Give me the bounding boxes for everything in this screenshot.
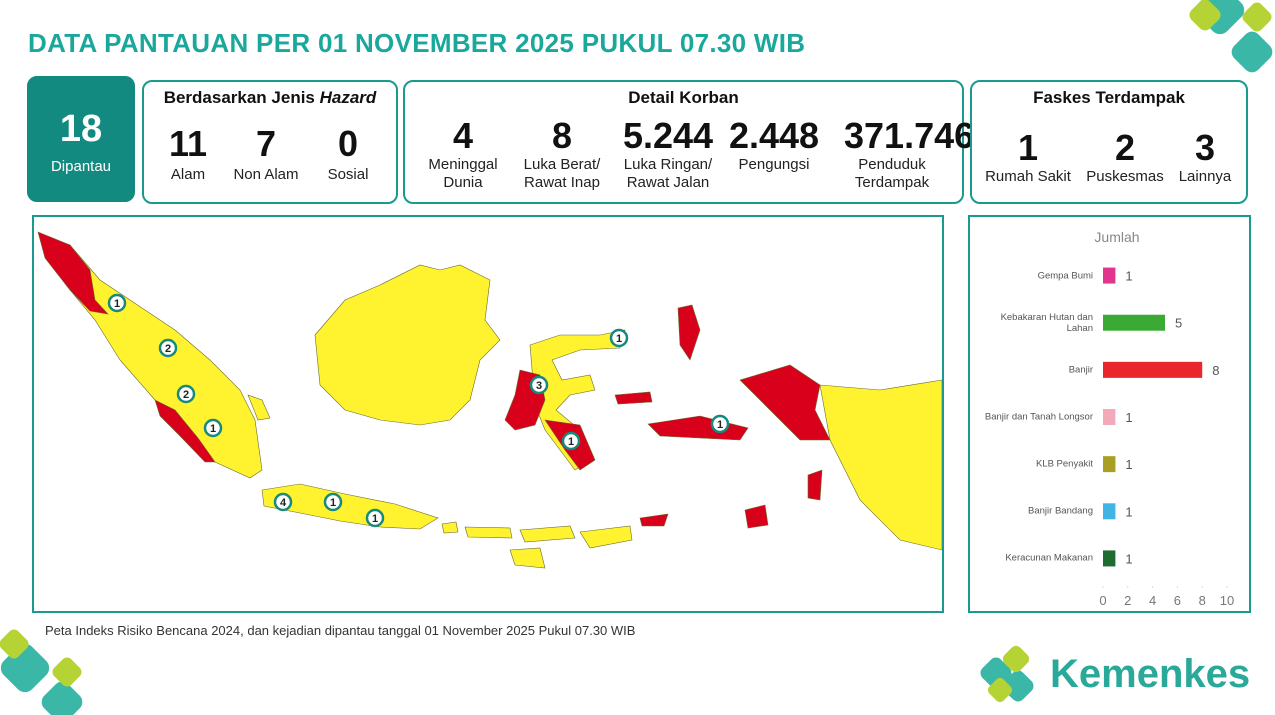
stat-value: 8 [551,115,573,156]
stat-value: 1 [1017,127,1039,168]
hazard-title-emphasis: Hazard [319,88,377,107]
marker [365,508,385,528]
stat-value: 2.448 [728,115,820,156]
island-high-risk [639,513,669,527]
stat-value: 2 [1114,127,1136,168]
stat-value: 0 [337,123,359,164]
island-high-risk [614,391,653,405]
marker [323,492,343,512]
stat-label: Pengungsi [738,156,810,173]
marker-label: 2 [165,343,171,355]
stat-value: 4 [452,115,474,156]
island-high-risk [37,231,109,315]
marker [273,492,293,512]
island [579,525,633,549]
stat-label: Non Alam [233,166,299,183]
island [464,526,513,539]
marker [561,431,581,451]
y-tick-label: Kebakaran Hutan dan Lahan [1000,311,1093,334]
island-high-risk [647,415,749,441]
stat-value: 371.746 [844,115,975,156]
logo-text: Kemenkes [1050,652,1251,696]
island [441,521,459,534]
stat-item: 11 Alam [148,124,228,184]
stat-label: Luka Berat/ Rawat Inap [523,156,601,191]
facilities-card: Faskes Terdampak 1 Rumah Sakit 2 Puskesmas 3… [970,80,1248,204]
casualties-title: Detail Korban [628,88,739,107]
stat-item: 7 Non Alam [226,124,306,184]
stat-value: 3 [1194,127,1216,168]
stat-value: 7 [255,123,277,164]
marker-label: 1 [616,333,622,345]
marker-label: 1 [210,423,216,435]
stat-label: Alam [170,166,206,183]
marker-label: 2 [183,389,189,401]
casualties-card: Detail Korban 4 Meninggal Dunia 8 Luka Bera… [403,80,975,204]
stat-label: Puskesmas [1086,168,1164,185]
marker [710,414,730,434]
map: 1 2 2 1 4 1 1 3 1 1 1 [37,231,942,569]
stat-item: 5.244 Luka Ringan/ Rawat Jalan [620,116,716,192]
stat-item: 8 Luka Berat/ Rawat Inap [514,116,610,192]
marker [158,338,178,358]
y-tick-label: Banjir dan Tanah Longsor [984,411,1093,423]
island [819,379,942,551]
marker-label: 1 [717,419,723,431]
y-tick-label: Keracunan Makanan [1005,552,1093,564]
stat-label: Rumah Sakit [985,168,1071,185]
stat-item: 0 Sosial [308,124,388,184]
facilities-title: Faskes Terdampak [1033,88,1185,107]
stat-value: 5.244 [622,115,714,156]
stat-value: 11 [168,123,208,164]
island [529,329,626,471]
hazard-card: Berdasarkan Jenis Hazard 11 Alam 7 Non Alam… [142,80,398,204]
hazard-title: Berdasarkan Jenis Hazard [144,88,396,108]
island-high-risk [744,504,769,529]
y-tick-label: KLB Penyakit [1035,458,1093,470]
island [261,483,439,530]
stat-label: Penduduk Terdampak [854,156,930,191]
monitored-label: Dipantau [50,158,112,175]
island-high-risk [739,364,831,441]
monitored-value: 18 [59,108,103,150]
y-tick-label: Gempa Bumi [1037,270,1093,282]
marker-label: 1 [330,497,336,509]
island-high-risk [677,304,701,361]
marker-label: 1 [372,513,378,525]
stat-label: Lainnya [1178,168,1232,185]
stat-item: 3 Lainnya [1159,128,1251,186]
y-tick-label: Banjir Bandang [1028,505,1093,517]
island-high-risk [807,469,823,501]
marker [107,293,127,313]
stat-item: 2.448 Pengungsi [726,116,822,174]
island [247,394,271,421]
page-title: DATA PANTAUAN PER 01 NOVEMBER 2025 PUKUL… [28,28,806,58]
stat-item: 2 Puskesmas [1079,128,1171,186]
y-tick-label: Banjir [1068,364,1093,376]
marker [609,328,629,348]
stat-item: 1 Rumah Sakit [982,128,1074,186]
marker-label: 1 [568,436,574,448]
marker-label: 1 [114,298,120,310]
marker [176,384,196,404]
marker-label: 4 [280,497,287,509]
map-caption: Peta Indeks Risiko Bencana 2024, dan kej… [45,623,636,638]
island [39,234,263,479]
marker [203,418,223,438]
marker [529,375,549,395]
stat-item: 4 Meninggal Dunia [415,116,511,192]
stat-label: Meninggal Dunia [428,156,498,191]
stat-label: Sosial [327,166,369,183]
island [314,264,501,426]
stat-item: 371.746 Penduduk Terdampak [844,115,975,192]
stat-label: Luka Ringan/ Rawat Jalan [623,156,713,191]
island-high-risk [154,399,216,463]
island [509,547,546,569]
island [519,525,576,543]
monitored-card: 18 Dipantau [27,76,135,202]
marker-label: 3 [536,380,542,392]
hazard-title-prefix: Berdasarkan Jenis [163,88,315,107]
